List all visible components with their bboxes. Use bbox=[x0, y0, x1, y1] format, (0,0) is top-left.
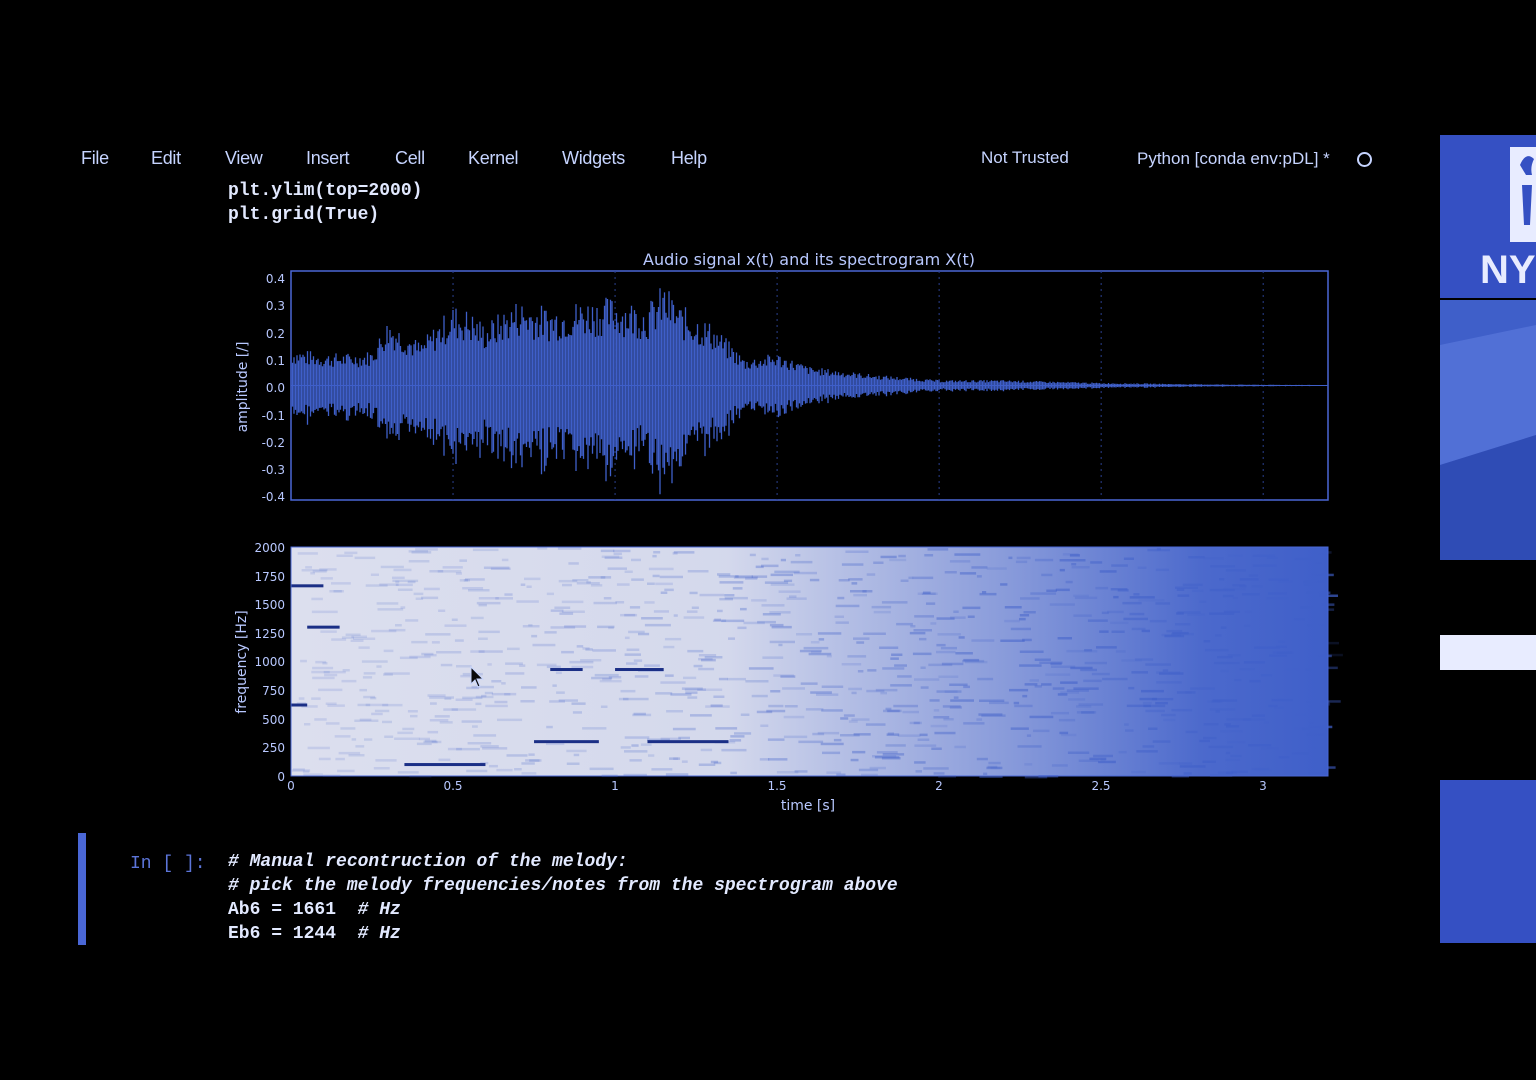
spectrogram-x-axis-label: time [s] bbox=[781, 798, 835, 814]
spectrogram-y-tick: 1000 bbox=[254, 655, 285, 669]
x-tick: 1.5 bbox=[767, 779, 786, 793]
spectrogram-strong-bin bbox=[615, 668, 664, 672]
signal-y-tick: 0.4 bbox=[266, 272, 285, 286]
kernel-name[interactable]: Python [conda env:pDL] * bbox=[1137, 149, 1330, 168]
menu-help[interactable]: Help bbox=[671, 148, 707, 168]
signal-y-tick: -0.4 bbox=[262, 490, 285, 504]
code-line-eb6[interactable]: Eb6 = 1244 # Hz bbox=[228, 924, 401, 944]
signal-y-tick: 0.2 bbox=[266, 327, 285, 341]
selected-cell-indicator bbox=[78, 833, 86, 945]
menu-widgets[interactable]: Widgets bbox=[562, 148, 625, 168]
spectrogram-y-tick: 0 bbox=[277, 770, 285, 784]
spectrogram-strong-bin bbox=[404, 763, 486, 767]
signal-y-tick: 0.1 bbox=[266, 354, 285, 368]
spectrogram-cell bbox=[1324, 766, 1336, 769]
cell-prompt: In [ ]: bbox=[130, 854, 206, 874]
caption-strip bbox=[1440, 635, 1536, 670]
x-tick: 2.5 bbox=[1091, 779, 1110, 793]
kernel-idle-indicator-icon bbox=[1357, 152, 1372, 167]
figure-title: Audio signal x(t) and its spectrogram X(… bbox=[643, 250, 975, 269]
lower-block bbox=[1440, 780, 1536, 943]
spectrogram-y-tick: 250 bbox=[262, 741, 285, 755]
signal-waveform bbox=[290, 288, 1329, 495]
x-tick: 1 bbox=[611, 779, 619, 793]
spectrogram-cell bbox=[1327, 551, 1332, 554]
x-tick: 0.5 bbox=[443, 779, 462, 793]
spectrogram-y-tick: 1750 bbox=[254, 570, 285, 584]
trust-status-button[interactable]: Not Trusted bbox=[981, 148, 1069, 167]
spectrogram-strong-bin bbox=[534, 740, 599, 744]
spectrogram-y-tick: 750 bbox=[262, 684, 285, 698]
x-tick: 0 bbox=[287, 779, 295, 793]
spectrogram-y-axis-label: frequency [Hz] bbox=[234, 610, 250, 713]
spectrogram-cell bbox=[979, 775, 1003, 778]
spectrogram-y-tick: 500 bbox=[262, 713, 285, 727]
code-assignment: Ab6 = 1661 bbox=[228, 900, 358, 920]
code-comment-line[interactable]: # pick the melody frequencies/notes from… bbox=[228, 876, 898, 896]
signal-y-tick: -0.3 bbox=[262, 463, 285, 477]
spectrogram-cell bbox=[1024, 775, 1048, 779]
signal-panel: 0.4 0.3 0.2 0.1 0.0 -0.1 -0.2 -0.3 -0.4 … bbox=[235, 270, 1329, 504]
notebook-menubar: File Edit View Insert Cell Kernel Widget… bbox=[0, 140, 1420, 180]
spectrogram-strong-bin bbox=[291, 584, 324, 588]
menu-file[interactable]: File bbox=[81, 148, 109, 168]
spectrogram-frame bbox=[290, 546, 1329, 777]
menu-kernel[interactable]: Kernel bbox=[468, 148, 519, 168]
menu-cell[interactable]: Cell bbox=[395, 148, 425, 168]
code-inline-comment: # Hz bbox=[357, 924, 401, 944]
spectrogram-y-tick: 2000 bbox=[254, 541, 285, 555]
spectrogram-strong-bins bbox=[291, 584, 729, 767]
spectrogram-strong-bin bbox=[647, 740, 729, 744]
menu-view[interactable]: View bbox=[225, 148, 263, 168]
spectrogram-strong-bin bbox=[550, 668, 583, 672]
spectrogram-panel: 2000 1750 1500 1250 1000 750 500 250 0 0… bbox=[234, 541, 1343, 814]
signal-y-ticks: 0.4 0.3 0.2 0.1 0.0 -0.1 -0.2 -0.3 -0.4 bbox=[262, 272, 285, 504]
code-inline-comment: # Hz bbox=[357, 900, 401, 920]
signal-y-tick: -0.2 bbox=[262, 436, 285, 450]
logo-text: NY bbox=[1480, 248, 1536, 292]
menu-edit[interactable]: Edit bbox=[151, 148, 181, 168]
menu-insert[interactable]: Insert bbox=[306, 148, 350, 168]
code-assignment: Eb6 = 1244 bbox=[228, 924, 358, 944]
x-tick: 2 bbox=[935, 779, 943, 793]
spectrogram-strong-bin bbox=[291, 703, 308, 707]
signal-y-axis-label: amplitude [/] bbox=[235, 342, 251, 433]
spectrogram-x-ticks: 0 0.5 1 1.5 2 2.5 3 bbox=[287, 779, 1267, 793]
signal-y-tick: -0.1 bbox=[262, 409, 285, 423]
x-tick: 3 bbox=[1259, 779, 1267, 793]
signal-y-tick: 0.3 bbox=[266, 299, 285, 313]
side-slide-panel: NY bbox=[1440, 135, 1536, 943]
spectrogram-cell bbox=[1319, 700, 1341, 703]
spectrogram-y-ticks: 2000 1750 1500 1250 1000 750 500 250 0 bbox=[254, 541, 285, 784]
code-line-grid[interactable]: plt.grid(True) bbox=[228, 205, 380, 225]
code-line-ab6[interactable]: Ab6 = 1661 # Hz bbox=[228, 900, 401, 920]
mouse-cursor-icon bbox=[470, 665, 485, 688]
torch-icon bbox=[1520, 156, 1534, 225]
spectrogram-decay-shade bbox=[291, 547, 1328, 776]
code-line-ylim[interactable]: plt.ylim(top=2000) bbox=[228, 181, 423, 201]
spectrogram-y-tick: 1250 bbox=[254, 627, 285, 641]
spectrogram-y-tick: 1500 bbox=[254, 598, 285, 612]
output-figure: Audio signal x(t) and its spectrogram X(… bbox=[234, 250, 1343, 814]
spectrogram-strong-bin bbox=[307, 625, 340, 629]
spectrogram-cell bbox=[1324, 666, 1338, 670]
spectrogram-cell bbox=[1327, 653, 1343, 657]
signal-y-tick: 0.0 bbox=[266, 381, 285, 395]
code-comment-line[interactable]: # Manual recontruction of the melody: bbox=[228, 852, 628, 872]
